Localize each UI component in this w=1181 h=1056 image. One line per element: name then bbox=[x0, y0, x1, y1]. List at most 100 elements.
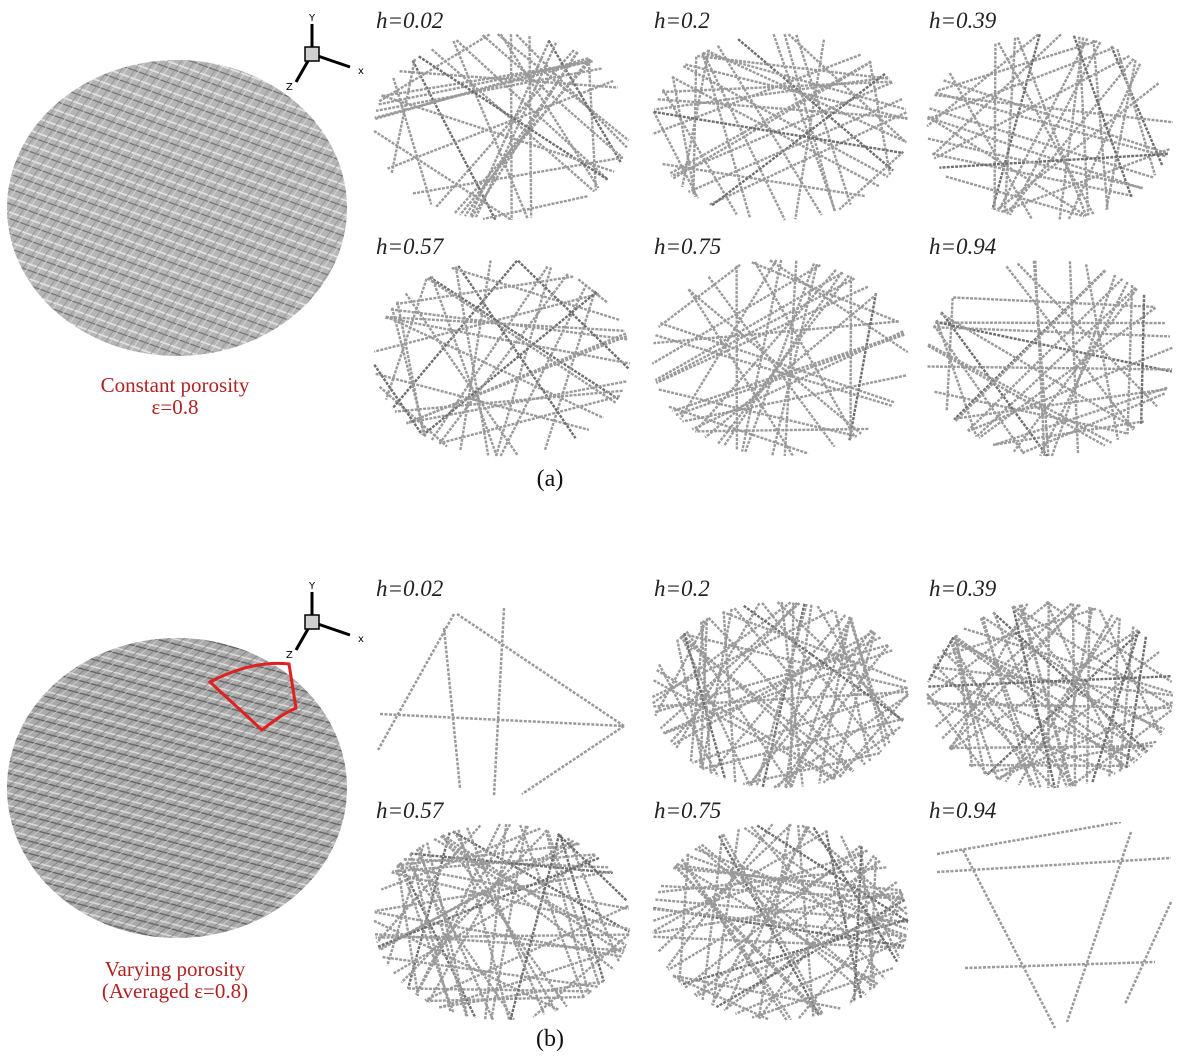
slice-h-0-57: h=0.57 bbox=[372, 798, 632, 1021]
fiber-line bbox=[978, 306, 1157, 439]
fiber-line bbox=[979, 617, 1042, 789]
fiber-slice-image bbox=[927, 260, 1173, 457]
fiber-line bbox=[718, 835, 821, 1016]
fiber-line bbox=[406, 335, 628, 425]
fiber-line bbox=[1004, 616, 1119, 783]
fiber-line bbox=[1071, 603, 1077, 787]
fiber-line bbox=[672, 60, 872, 180]
fiber-line bbox=[824, 830, 863, 999]
fiber-line bbox=[657, 823, 793, 953]
fiber-line bbox=[776, 601, 904, 723]
fiber-line bbox=[927, 344, 1106, 447]
fiber-line bbox=[406, 832, 451, 989]
fiber-line bbox=[459, 58, 591, 216]
slice-h-0-2: h=0.2 bbox=[650, 8, 910, 221]
fiber-line bbox=[655, 277, 856, 384]
slice-label: h=0.94 bbox=[929, 234, 997, 259]
fiber-line bbox=[455, 39, 609, 181]
fiber-line bbox=[672, 332, 905, 413]
fiber-slice-image bbox=[376, 607, 625, 797]
fiber-line bbox=[652, 907, 907, 938]
slice-h-0-94: h=0.94 bbox=[925, 234, 1181, 457]
fiber-line bbox=[373, 364, 423, 436]
fiber-line bbox=[749, 617, 853, 787]
fiber-line bbox=[940, 603, 1081, 740]
fiber-line bbox=[704, 293, 878, 439]
fiber-line bbox=[934, 602, 1073, 729]
fiber-line bbox=[796, 824, 815, 1017]
fiber-line bbox=[734, 938, 907, 1015]
fiber-line bbox=[706, 49, 907, 144]
fiber-line bbox=[737, 38, 894, 172]
fiber-line bbox=[758, 854, 875, 1020]
fiber-line bbox=[438, 980, 605, 1009]
fiber-line bbox=[996, 701, 1174, 780]
caption-line-1: Varying porosity bbox=[104, 957, 246, 981]
fiber-line bbox=[954, 635, 986, 775]
fiber-line bbox=[394, 275, 574, 306]
fiber-line bbox=[414, 823, 501, 996]
slice-h-0-57: h=0.57 bbox=[372, 234, 632, 457]
axis-z-label: Z bbox=[286, 82, 293, 92]
fiber-slice-image bbox=[373, 259, 631, 457]
fiber-line bbox=[931, 33, 1062, 157]
fiber-line bbox=[797, 891, 904, 1020]
fiber-line bbox=[929, 673, 1138, 762]
fiber-line bbox=[1011, 605, 1143, 759]
fiber-line bbox=[769, 259, 909, 354]
fiber-line bbox=[435, 49, 575, 208]
caption-line-2: (Averaged ε=0.8) bbox=[101, 979, 249, 1003]
fiber-line bbox=[1045, 601, 1173, 683]
fiber-line bbox=[438, 394, 621, 445]
fiber-line bbox=[453, 830, 557, 1012]
panel-a-label: (a) bbox=[536, 466, 564, 492]
fiber-line bbox=[848, 292, 878, 441]
fiber-line bbox=[683, 632, 908, 690]
fiber-line bbox=[926, 692, 989, 776]
fiber-line bbox=[657, 263, 741, 328]
fiber-line bbox=[692, 686, 908, 764]
fiber-line bbox=[1085, 606, 1091, 784]
fiber-line bbox=[375, 372, 590, 432]
slice-label: h=0.57 bbox=[376, 798, 444, 823]
fiber-line bbox=[653, 679, 835, 781]
fiber-line bbox=[676, 639, 705, 770]
fiber-line bbox=[948, 744, 1153, 750]
fiber-line bbox=[382, 955, 599, 989]
fiber-line bbox=[776, 644, 890, 789]
fiber-line bbox=[952, 636, 1148, 754]
fiber-line bbox=[394, 389, 623, 413]
fiber-line bbox=[679, 259, 778, 420]
fiber-line bbox=[740, 259, 783, 452]
fiber-line bbox=[1017, 614, 1114, 786]
fiber-line bbox=[954, 269, 1107, 422]
fiber-line bbox=[509, 833, 561, 1021]
fiber-line bbox=[927, 115, 1087, 217]
fiber-line bbox=[661, 88, 738, 216]
fiber-line bbox=[700, 608, 733, 769]
fiber-line bbox=[927, 675, 1171, 688]
fiber-line bbox=[687, 288, 862, 435]
fiber-line bbox=[838, 692, 909, 779]
fiber-line bbox=[943, 79, 1169, 155]
slice-h-0-02: h=0.02 bbox=[372, 8, 632, 221]
fiber-line bbox=[668, 405, 809, 455]
fiber-line bbox=[665, 823, 774, 969]
slice-h-0-75: h=0.75 bbox=[650, 234, 910, 457]
fiber-line bbox=[422, 291, 598, 437]
fiber-line bbox=[387, 79, 614, 170]
fiber-line bbox=[952, 636, 1128, 769]
fiber-line bbox=[981, 616, 1033, 788]
fiber-line bbox=[772, 694, 909, 789]
fiber-line bbox=[577, 278, 609, 304]
fiber-line bbox=[927, 343, 1113, 444]
fiber-line bbox=[935, 320, 1173, 373]
axis-x-label: x bbox=[358, 634, 364, 645]
fiber-line bbox=[991, 34, 1041, 210]
fiber-line bbox=[546, 830, 601, 986]
fiber-line bbox=[430, 265, 549, 441]
fiber-line bbox=[1068, 261, 1080, 454]
fiber-line bbox=[702, 51, 906, 111]
fiber-line bbox=[694, 269, 837, 433]
fiber-line bbox=[934, 390, 1129, 435]
